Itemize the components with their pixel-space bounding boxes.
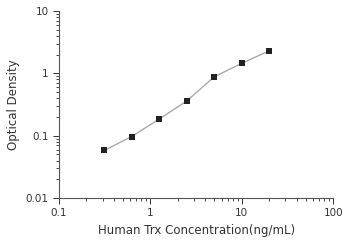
Y-axis label: Optical Density: Optical Density xyxy=(7,59,20,150)
X-axis label: Human Trx Concentration(ng/mL): Human Trx Concentration(ng/mL) xyxy=(98,224,295,237)
Point xyxy=(102,149,107,152)
Point xyxy=(129,135,134,139)
Point xyxy=(267,49,272,53)
Point xyxy=(184,99,190,103)
Point xyxy=(156,117,162,121)
Point xyxy=(239,61,245,65)
Point xyxy=(211,75,217,79)
